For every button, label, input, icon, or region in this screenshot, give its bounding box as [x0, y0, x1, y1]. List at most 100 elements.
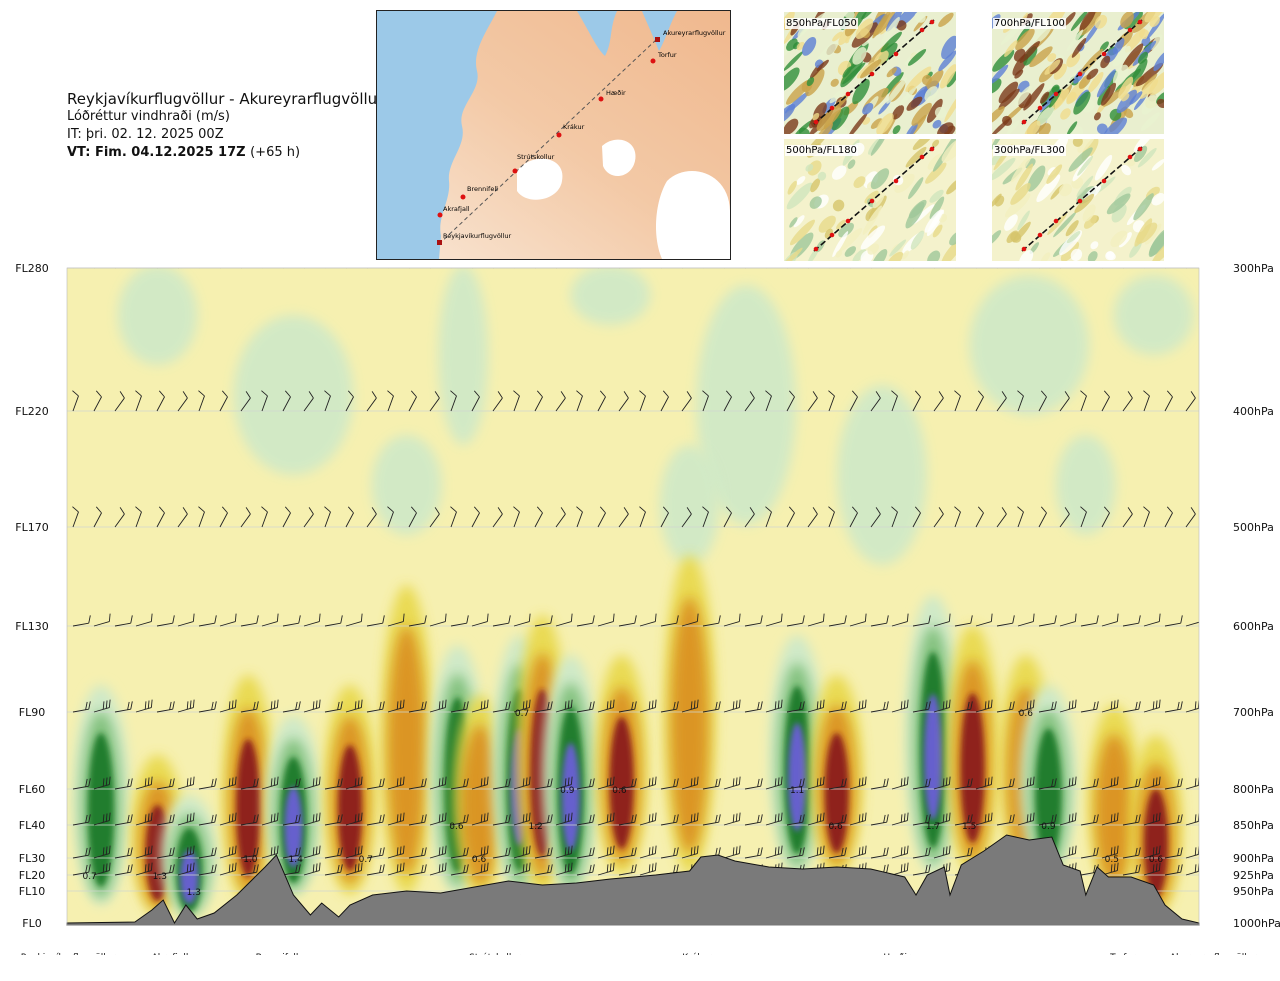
- wind-barb: [786, 615, 805, 627]
- inset-cell: [1012, 221, 1031, 243]
- inset-cell: [831, 106, 850, 131]
- wind-barb: [366, 847, 385, 859]
- wind-barb: [450, 864, 469, 876]
- inset-cell: [927, 250, 941, 261]
- wind-barb: [870, 778, 889, 790]
- wind-barb: [1164, 615, 1183, 627]
- wind-barb: [114, 701, 133, 713]
- wind-barb: [1122, 701, 1141, 713]
- wind-barb: [1018, 268, 1019, 269]
- wind-barb: [72, 814, 91, 826]
- wind-barb: [114, 391, 125, 412]
- wind-barb: [240, 615, 259, 627]
- wind-barb: [702, 615, 721, 627]
- inset-waypoint: [845, 91, 851, 97]
- inset-cell: [872, 12, 892, 39]
- wind-barb: [723, 812, 741, 826]
- wind-barb: [156, 701, 175, 713]
- wind-barb: [324, 814, 343, 826]
- wind-barb: [618, 507, 629, 528]
- issue-time: IT: þri. 02. 12. 2025 00Z: [67, 127, 224, 142]
- inset-cell: [1047, 53, 1057, 62]
- inset-waypoint: [893, 178, 899, 184]
- inset-cell: [1051, 84, 1060, 94]
- wind-barb: [450, 778, 469, 790]
- wind-barb: [702, 506, 709, 528]
- inset-cell: [832, 199, 845, 212]
- wind-barb: [324, 847, 343, 859]
- wind-barb: [93, 699, 111, 713]
- wind-cell: [117, 268, 198, 365]
- wind-barb: [1038, 701, 1057, 713]
- wind-barb: [219, 776, 237, 790]
- wind-barb: [1017, 776, 1035, 790]
- pressure-labels: 300hPa 400hPa 500hPa 600hPa 700hPa 800hPa 850h…: [1233, 262, 1280, 930]
- waypoint-label: Brennifell: [467, 185, 498, 193]
- inset-waypoint: [1101, 51, 1107, 57]
- inset-cell: [923, 69, 944, 93]
- wind-barb: [829, 268, 830, 269]
- inset-cell: [1015, 28, 1035, 51]
- inset-cell: [1100, 55, 1111, 69]
- wind-barb: [93, 862, 111, 876]
- pressure-label: 850hPa: [1233, 819, 1274, 832]
- wind-barb: [1059, 507, 1070, 528]
- inset-cell: [1070, 248, 1083, 261]
- inset-cell: [784, 247, 803, 261]
- inset-cell: [1153, 51, 1164, 72]
- wind-barb: [849, 699, 867, 713]
- wind-barb: [849, 506, 858, 528]
- inset-cell: [1066, 51, 1081, 68]
- wind-cell: [233, 315, 354, 475]
- wind-barb: [135, 862, 153, 876]
- wind-barb: [786, 390, 795, 412]
- wind-barb: [555, 699, 573, 713]
- inset-cell: [837, 126, 848, 134]
- wind-cell: [236, 739, 261, 877]
- wind-barb: [408, 506, 417, 528]
- waypoint-torfur: [650, 58, 656, 64]
- wind-barb: [891, 845, 909, 859]
- value-annotation: 1.2: [528, 822, 542, 832]
- inset-cell: [1149, 16, 1160, 28]
- wind-barb: [261, 776, 279, 790]
- location-name: Krákur: [682, 953, 712, 955]
- wind-barb: [597, 862, 615, 876]
- wind-barb: [387, 812, 405, 826]
- wind-barb: [954, 506, 961, 528]
- wind-barb: [492, 814, 511, 826]
- wind-barb: [220, 268, 221, 269]
- wind-barb: [555, 391, 566, 412]
- wind-barb: [766, 268, 767, 269]
- inset-waypoint: [813, 246, 819, 252]
- pressure-label: 500hPa: [1233, 521, 1274, 534]
- wind-barb: [345, 613, 363, 627]
- wind-barb: [198, 778, 217, 790]
- value-annotation: 0.6: [1019, 709, 1034, 719]
- wind-barb: [1101, 613, 1119, 627]
- inset-cell: [929, 196, 945, 220]
- wind-barb: [1017, 699, 1035, 713]
- inset-cell: [1096, 123, 1108, 134]
- wind-barb: [366, 507, 377, 528]
- wind-barb: [1059, 391, 1070, 412]
- inset-cell: [1101, 82, 1117, 106]
- value-annotation: 0.6: [612, 786, 627, 796]
- wind-barb: [912, 390, 921, 412]
- wind-barb: [870, 814, 889, 826]
- waypoint-label: Akureyrarflugvöllur: [663, 29, 726, 37]
- inset-cell: [831, 165, 847, 180]
- value-annotation: 1.4: [288, 855, 303, 865]
- route-map-svg: Akureyrarflugvöllur Torfur Hæðir Krákur …: [377, 11, 730, 259]
- value-annotation: 0.7: [82, 872, 96, 882]
- inset-cell: [1019, 40, 1040, 63]
- wind-barb: [912, 701, 931, 713]
- wind-barb: [807, 391, 818, 412]
- wind-barb: [1101, 506, 1110, 528]
- wind-barb: [597, 845, 615, 859]
- wind-barb: [912, 778, 931, 790]
- wind-barb: [1038, 814, 1057, 826]
- terrain-profile: [66, 267, 1200, 926]
- inset-cell: [1066, 231, 1081, 244]
- wind-barb: [261, 613, 279, 627]
